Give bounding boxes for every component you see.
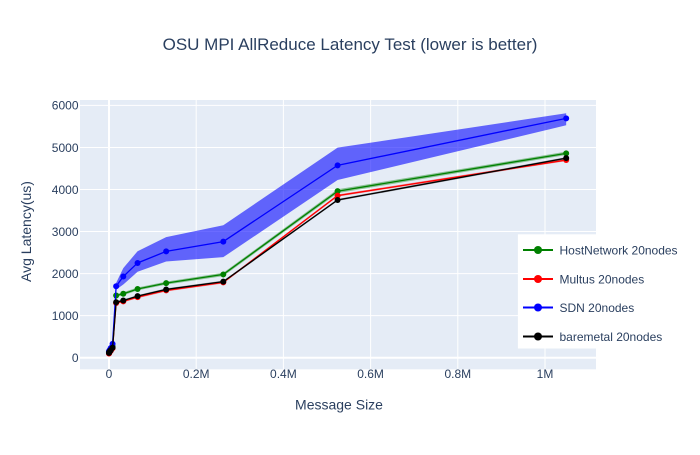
svg-text:baremetal 20nodes: baremetal 20nodes xyxy=(560,330,663,344)
svg-text:0.4M: 0.4M xyxy=(270,367,297,381)
svg-text:2000: 2000 xyxy=(52,267,79,281)
svg-text:Message Size: Message Size xyxy=(295,397,383,413)
svg-text:SDN 20nodes: SDN 20nodes xyxy=(560,301,635,315)
svg-text:4000: 4000 xyxy=(52,183,79,197)
svg-text:6000: 6000 xyxy=(52,99,79,113)
svg-text:0.8M: 0.8M xyxy=(444,367,471,381)
svg-text:0.6M: 0.6M xyxy=(357,367,384,381)
svg-text:0: 0 xyxy=(72,351,79,365)
svg-text:1M: 1M xyxy=(537,367,554,381)
svg-text:3000: 3000 xyxy=(52,225,79,239)
svg-text:1000: 1000 xyxy=(52,309,79,323)
svg-text:Avg Latency(us): Avg Latency(us) xyxy=(18,181,34,282)
svg-text:5000: 5000 xyxy=(52,141,79,155)
svg-text:Multus 20nodes: Multus 20nodes xyxy=(560,272,645,286)
svg-text:0.2M: 0.2M xyxy=(183,367,210,381)
svg-text:0: 0 xyxy=(106,367,113,381)
svg-text:OSU MPI AllReduce Latency Test: OSU MPI AllReduce Latency Test (lower is… xyxy=(163,35,538,54)
svg-text:HostNetwork 20nodes: HostNetwork 20nodes xyxy=(560,243,678,257)
